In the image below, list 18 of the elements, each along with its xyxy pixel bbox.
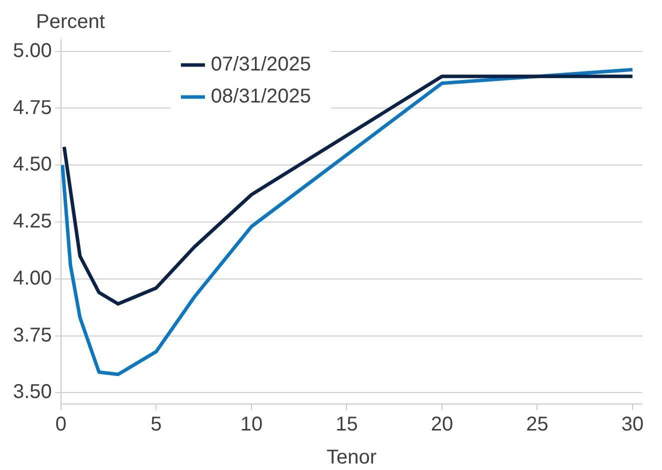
- legend-label: 07/31/2025: [210, 54, 312, 76]
- y-tick-label: 4.25: [12, 210, 52, 233]
- x-tick-label: 25: [526, 414, 548, 436]
- x-tick-label: 15: [336, 414, 358, 436]
- x-tick-label: 20: [430, 414, 454, 436]
- x-tick-label: 5: [150, 414, 162, 436]
- y-tick-label: 4.50: [12, 154, 52, 176]
- y-tick-label: 3.50: [12, 381, 52, 404]
- x-tick-label: 30: [621, 414, 644, 436]
- y-tick-label: 5.00: [12, 40, 52, 62]
- legend-label: 08/31/2025: [210, 86, 312, 108]
- x-axis-title: Tenor: [326, 446, 377, 469]
- x-tick-label: 10: [240, 414, 263, 436]
- y-axis-title: Percent: [36, 11, 106, 33]
- x-tick-label: 0: [55, 414, 66, 436]
- y-tick-label: 4.75: [12, 96, 52, 119]
- y-tick-label: 3.75: [12, 324, 52, 346]
- y-tick-label: 4.00: [12, 267, 52, 290]
